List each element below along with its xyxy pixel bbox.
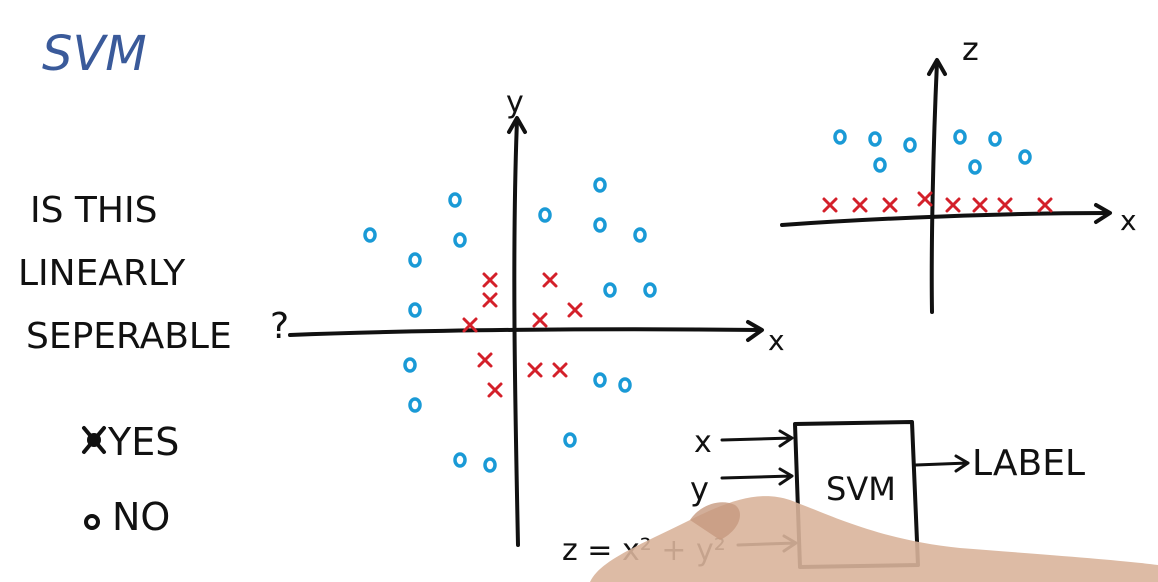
- right-plot-axes: x z: [780, 30, 1137, 314]
- right-o-point: [903, 137, 917, 153]
- option-no-bullet: [84, 514, 100, 530]
- left-o-point: [618, 377, 632, 393]
- left-o-point: [408, 302, 422, 318]
- presenter-hand: [590, 496, 1158, 582]
- right-o-point: [873, 157, 887, 173]
- left-x-point: [552, 362, 568, 378]
- right-x-point: [1037, 197, 1053, 213]
- left-o-point: [453, 232, 467, 248]
- input-x-arrow: [720, 429, 794, 448]
- left-o-point: [563, 432, 577, 448]
- left-o-point: [538, 207, 552, 223]
- option-yes[interactable]: YES: [82, 420, 179, 464]
- output-label: LABEL: [972, 443, 1085, 484]
- hand-shape: [590, 496, 1158, 582]
- right-x-point: [997, 197, 1013, 213]
- input-y-arrow: [720, 467, 794, 486]
- question-line-1: IS THIS: [30, 190, 157, 231]
- answer-options: YES NO: [82, 420, 179, 539]
- left-o-point: [363, 227, 377, 243]
- left-plot-marks: [363, 177, 657, 473]
- left-o-point: [408, 252, 422, 268]
- left-y-axis-label: y: [506, 85, 524, 120]
- left-o-point: [603, 282, 617, 298]
- left-x-point: [462, 317, 478, 333]
- left-o-point: [408, 397, 422, 413]
- left-x-point: [532, 312, 548, 328]
- title: SVM: [42, 26, 147, 82]
- question-text: IS THIS LINEARLY SEPERABLE ?: [18, 190, 289, 357]
- left-o-point: [593, 217, 607, 233]
- left-x-point: [542, 272, 558, 288]
- left-o-point: [483, 457, 497, 473]
- left-o-point: [453, 452, 467, 468]
- question-line-3: SEPERABLE: [26, 316, 232, 357]
- right-o-point: [868, 131, 882, 147]
- output-arrow: [914, 454, 970, 473]
- left-o-point: [593, 177, 607, 193]
- left-o-point: [593, 372, 607, 388]
- svm-box-label: SVM: [826, 470, 896, 508]
- question-mark: ?: [270, 306, 289, 347]
- option-yes-label: YES: [107, 420, 179, 464]
- option-yes-bullet: [87, 433, 101, 447]
- right-o-point: [833, 129, 847, 145]
- right-x-point: [945, 197, 961, 213]
- left-x-point: [487, 382, 503, 398]
- left-plot-axes: x y: [288, 85, 785, 547]
- left-x-point: [527, 362, 543, 378]
- right-o-point: [968, 159, 982, 175]
- right-o-point: [953, 129, 967, 145]
- option-no[interactable]: NO: [84, 495, 170, 539]
- left-x-point: [477, 352, 493, 368]
- right-plot-marks: [822, 129, 1053, 213]
- left-o-point: [633, 227, 647, 243]
- input-x-label: x: [694, 425, 712, 460]
- left-x-axis-label: x: [768, 324, 785, 357]
- left-o-point: [448, 192, 462, 208]
- right-o-point: [1018, 149, 1032, 165]
- input-y-label: y: [690, 470, 709, 508]
- thumb-shape: [690, 502, 740, 540]
- question-line-2: LINEARLY: [18, 253, 186, 294]
- left-x-point: [567, 302, 583, 318]
- right-x-point: [917, 191, 933, 207]
- right-o-point: [988, 131, 1002, 147]
- option-no-label: NO: [112, 495, 170, 539]
- right-x-axis-label: x: [1120, 204, 1137, 237]
- right-x-point: [882, 197, 898, 213]
- left-o-point: [403, 357, 417, 373]
- right-x-point: [972, 197, 988, 213]
- right-z-axis-label: z: [962, 30, 979, 68]
- right-x-point: [822, 197, 838, 213]
- left-o-point: [643, 282, 657, 298]
- right-x-point: [852, 197, 868, 213]
- left-x-point: [482, 272, 498, 288]
- left-x-point: [482, 292, 498, 308]
